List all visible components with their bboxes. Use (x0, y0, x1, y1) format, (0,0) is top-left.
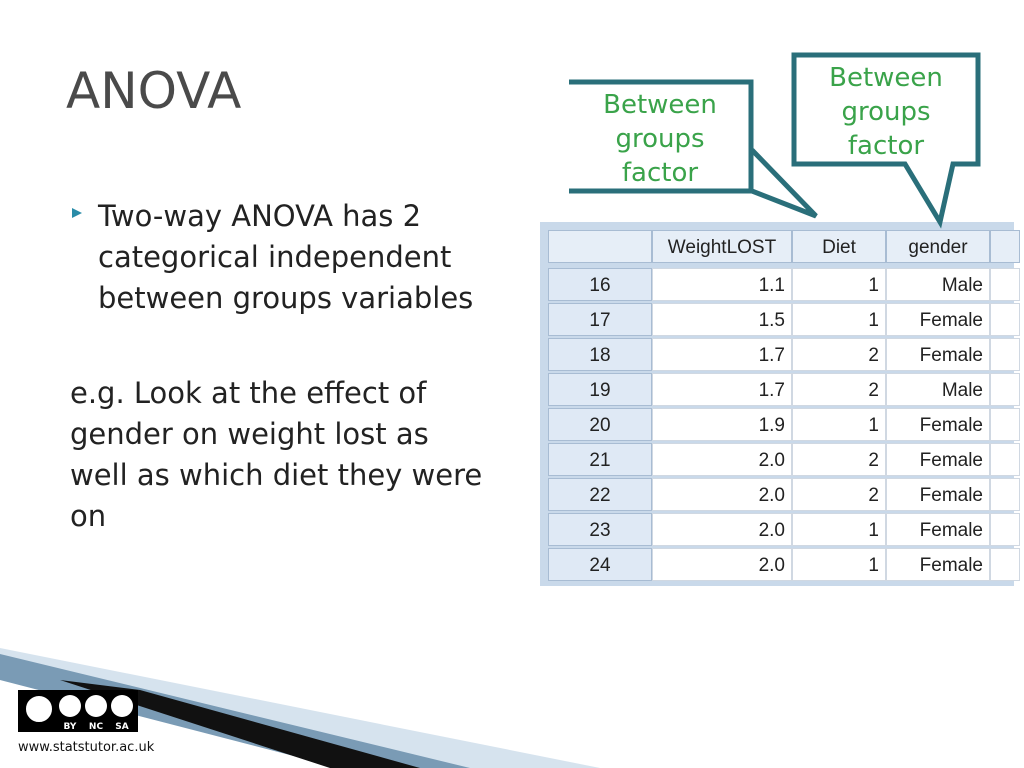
text-line: categorical independent (98, 240, 452, 274)
text-line: Between (829, 63, 943, 93)
table-cell (990, 408, 1020, 441)
row-header: 16 (548, 268, 652, 301)
swoosh (0, 654, 470, 768)
license-label: BY (64, 722, 77, 732)
table-cell: Male (886, 373, 990, 406)
column-header: Diet (792, 230, 886, 263)
text-line: groups (615, 124, 705, 154)
text-line: groups (841, 97, 931, 127)
table-cell: 1.9 (652, 408, 792, 441)
license-label: SA (115, 722, 128, 732)
table-cell (990, 268, 1020, 301)
table-cell: 1 (792, 548, 886, 581)
bullet-text: Two-way ANOVA has 2 categorical independ… (98, 196, 473, 319)
bullet-icon (72, 208, 82, 218)
table-cell: 2 (792, 373, 886, 406)
example-text: e.g. Look at the effect of gender on wei… (70, 373, 482, 537)
table-cell (990, 513, 1020, 546)
text-line: factor (847, 131, 925, 161)
text-line: between groups variables (98, 281, 474, 315)
callout-text: Between groups factor (569, 88, 751, 190)
table-cell: 1 (792, 513, 886, 546)
table-cell (990, 338, 1020, 371)
table-cell: 1.1 (652, 268, 792, 301)
table-cell (990, 373, 1020, 406)
column-header: gender (886, 230, 990, 263)
row-header: 24 (548, 548, 652, 581)
row-header: 23 (548, 513, 652, 546)
row-header: 22 (548, 478, 652, 511)
footer-url: www.statstutor.ac.uk (18, 740, 155, 755)
table-cell: Female (886, 338, 990, 371)
column-header: WeightLOST (652, 230, 792, 263)
table-cell: Female (886, 548, 990, 581)
column-header (990, 230, 1020, 263)
text-line: gender on weight lost as (70, 417, 429, 451)
text-line: on (70, 499, 107, 533)
row-header: 17 (548, 303, 652, 336)
callout-text: Between groups factor (794, 61, 978, 163)
row-header: 21 (548, 443, 652, 476)
text-line: well as which diet they were (70, 458, 483, 492)
table-cell: 1 (792, 303, 886, 336)
table-cell: Female (886, 443, 990, 476)
license-label: NC (89, 722, 104, 732)
slide-title: ANOVA (66, 62, 242, 120)
footer-swoosh: BY NC SA (0, 648, 600, 768)
table-cell (990, 443, 1020, 476)
table-cell: 2 (792, 338, 886, 371)
text-line: Two-way ANOVA has 2 (98, 199, 422, 233)
table-cell: 2.0 (652, 548, 792, 581)
table-cell: Female (886, 408, 990, 441)
table-cell (990, 303, 1020, 336)
table-cell: 2.0 (652, 478, 792, 511)
table-cell: 1 (792, 268, 886, 301)
swoosh (60, 680, 420, 768)
table-cell: 2.0 (652, 443, 792, 476)
corner-cell (548, 230, 652, 263)
table-cell: Female (886, 478, 990, 511)
table-cell: 1.7 (652, 373, 792, 406)
table-cell: 1.7 (652, 338, 792, 371)
text-line: factor (621, 158, 699, 188)
table-cell: 1.5 (652, 303, 792, 336)
table-cell: Female (886, 303, 990, 336)
callout-box (791, 52, 981, 229)
callout-shapes (569, 52, 981, 229)
data-table: WeightLOST Diet gender 16 1.1 1 Male 17 1.5 1 Fema… (540, 222, 1020, 586)
table-cell: 2 (792, 443, 886, 476)
text-line: Between (603, 90, 717, 120)
table-cell (990, 478, 1020, 511)
text-line: e.g. Look at the effect of (70, 376, 427, 410)
swoosh (0, 648, 600, 768)
row-header: 18 (548, 338, 652, 371)
table-cell: 1 (792, 408, 886, 441)
table-cell: 2.0 (652, 513, 792, 546)
callout-box (569, 79, 818, 219)
row-header: 19 (548, 373, 652, 406)
table-cell (990, 548, 1020, 581)
table-cell: Male (886, 268, 990, 301)
table-cell: 2 (792, 478, 886, 511)
row-header: 20 (548, 408, 652, 441)
table-cell: Female (886, 513, 990, 546)
